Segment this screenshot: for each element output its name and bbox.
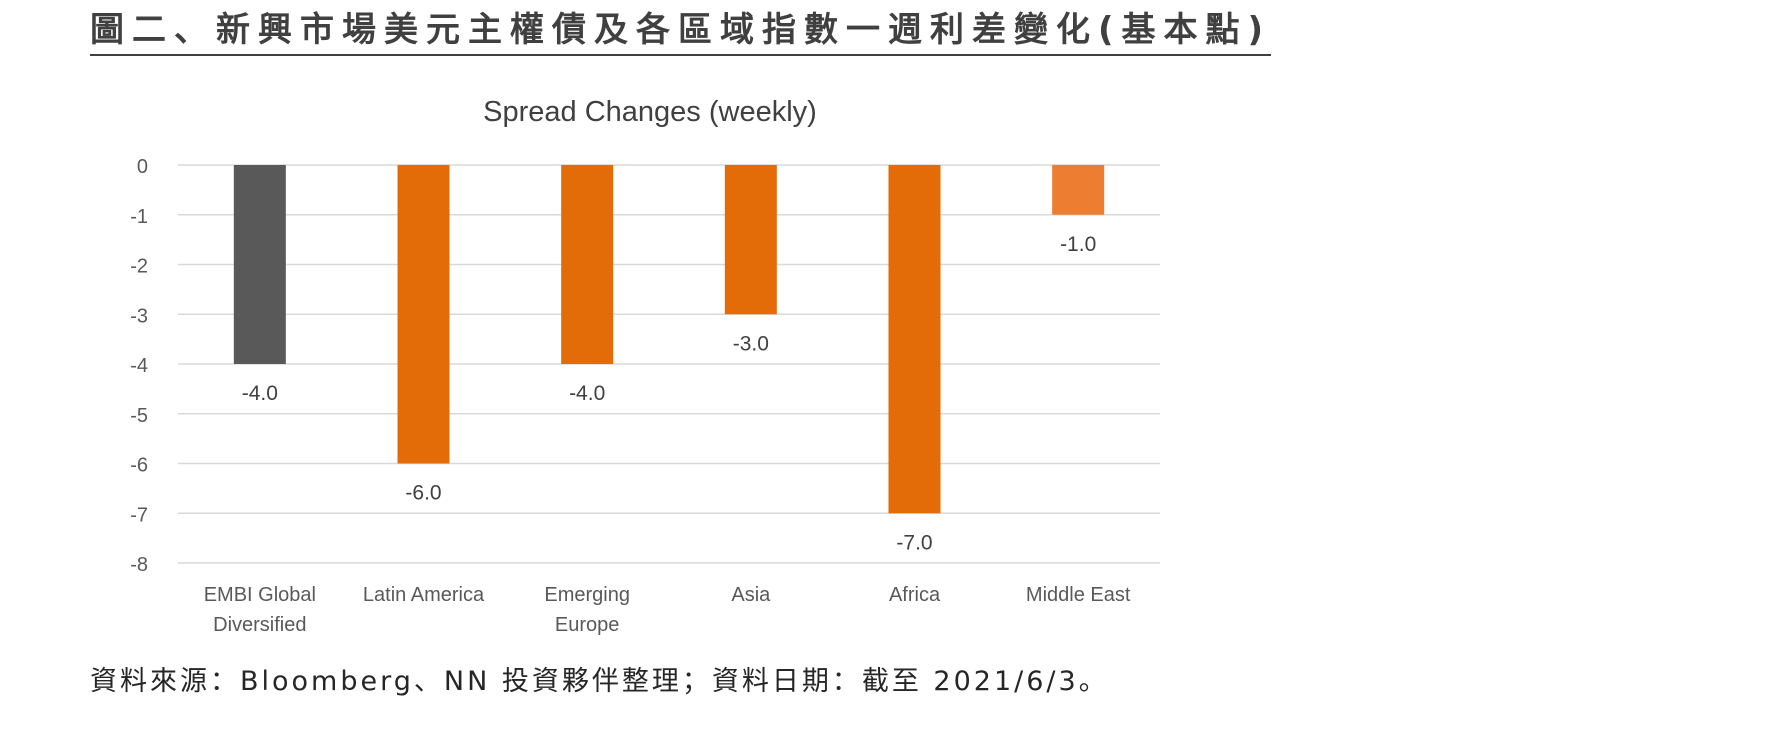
x-tick-label: Latin America bbox=[363, 584, 485, 606]
data-label: -7.0 bbox=[896, 531, 932, 554]
bars bbox=[233, 165, 1105, 514]
x-axis-ticks: EMBI Global Diversified Latin America Emerg… bbox=[204, 584, 1131, 636]
x-tick-label-line: EMBI Global bbox=[204, 584, 316, 606]
x-tick-label: Middle East bbox=[1026, 584, 1131, 606]
data-labels: -4.0 -6.0 -4.0 -3.0 -7.0 -1.0 bbox=[242, 233, 1097, 555]
y-axis-ticks: 0 -1 -2 -3 -4 -5 -6 -7 -8 bbox=[130, 156, 148, 576]
x-tick-label-line: Asia bbox=[731, 584, 771, 606]
x-tick-label-line: Emerging bbox=[544, 584, 630, 606]
x-tick-label-line: Latin America bbox=[363, 584, 485, 606]
x-tick-label-line: Europe bbox=[555, 614, 620, 636]
data-label: -4.0 bbox=[569, 382, 605, 405]
data-label: -1.0 bbox=[1060, 233, 1096, 256]
y-tick-label: -6 bbox=[130, 455, 148, 477]
figure-heading: 圖二、新興市場美元主權債及各區域指數一週利差變化(基本點) bbox=[90, 8, 1272, 56]
data-label: -4.0 bbox=[242, 382, 278, 405]
y-tick-label: -1 bbox=[130, 206, 148, 228]
y-tick-label: -4 bbox=[130, 355, 148, 377]
x-tick-label-line: Middle East bbox=[1026, 584, 1131, 606]
source-note: 資料來源：Bloomberg、NN 投資夥伴整理；資料日期：截至 2021/6/… bbox=[90, 666, 1109, 697]
x-tick-label-line: Diversified bbox=[213, 614, 306, 636]
chart-title: Spread Changes (weekly) bbox=[483, 96, 817, 128]
x-tick-label: Africa bbox=[889, 584, 941, 606]
x-tick-label: Asia bbox=[731, 584, 771, 606]
data-label: -6.0 bbox=[405, 482, 441, 505]
data-label: -3.0 bbox=[733, 332, 769, 355]
y-tick-label: -3 bbox=[130, 305, 148, 327]
bar bbox=[1052, 165, 1105, 215]
y-tick-label: -8 bbox=[130, 554, 148, 576]
y-tick-label: -2 bbox=[130, 256, 148, 278]
gridlines bbox=[178, 164, 1160, 564]
bar bbox=[233, 165, 286, 364]
x-tick-label-line: Africa bbox=[889, 584, 941, 606]
y-tick-label: -7 bbox=[130, 504, 148, 526]
x-tick-label: Emerging Europe bbox=[544, 584, 630, 636]
bar bbox=[724, 165, 777, 315]
bar bbox=[888, 165, 941, 514]
bar bbox=[561, 165, 614, 364]
x-tick-label: EMBI Global Diversified bbox=[204, 584, 316, 636]
y-tick-label: 0 bbox=[137, 156, 148, 178]
bar bbox=[397, 165, 450, 464]
y-tick-label: -5 bbox=[130, 405, 148, 427]
